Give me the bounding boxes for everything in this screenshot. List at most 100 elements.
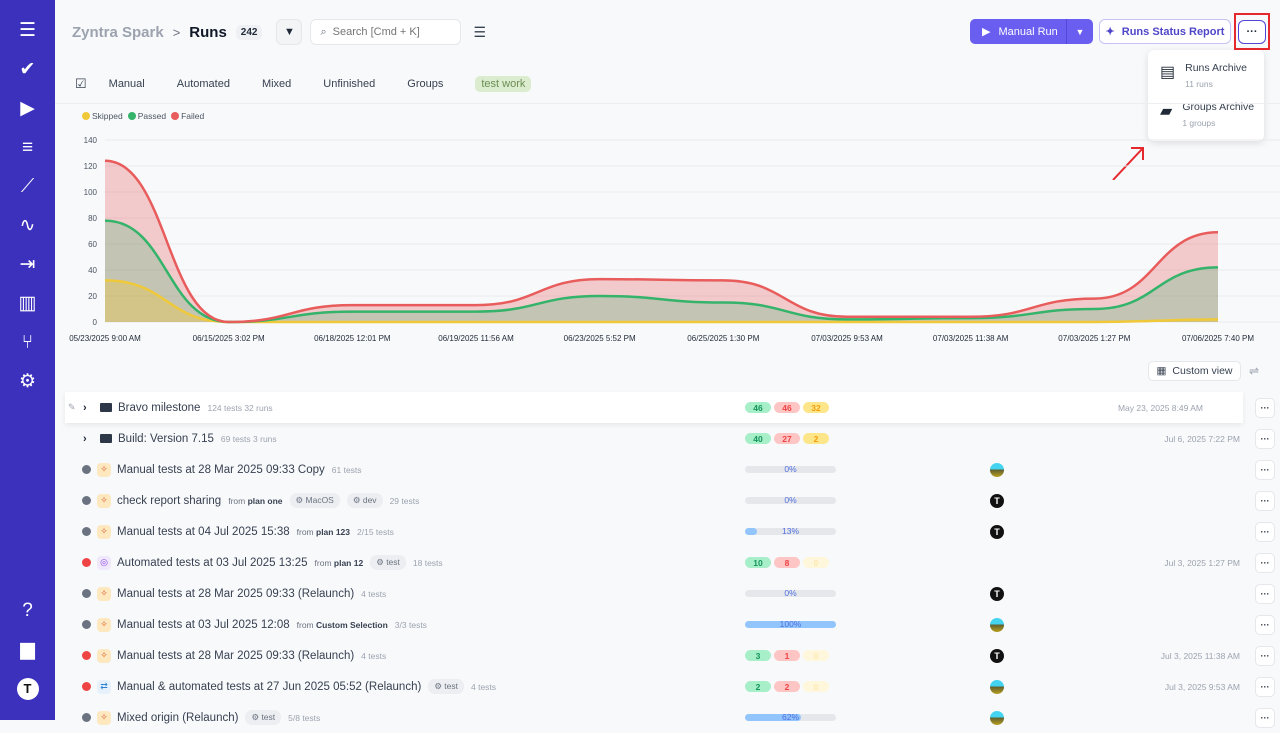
manual-run-button[interactable]: ▶ Manual Run ▼: [970, 19, 1093, 44]
row-title[interactable]: Manual tests at 04 Jul 2025 15:38: [117, 525, 290, 538]
bar-chart-icon[interactable]: ▥: [18, 293, 37, 314]
row-meta: 69 tests 3 runs: [220, 433, 277, 444]
chevron-right-icon[interactable]: ›: [83, 432, 87, 445]
row-more-button[interactable]: ···: [1255, 645, 1275, 666]
row-more-button[interactable]: ···: [1255, 583, 1275, 604]
run-row[interactable]: ✧ Manual tests at 03 Jul 2025 12:08 from C…: [65, 609, 1280, 640]
failed-count: 2: [774, 681, 800, 692]
menu-item-groups-archive[interactable]: ▰ Groups Archive 1 groups: [1148, 89, 1264, 128]
run-row[interactable]: ✧ check report sharing from plan one ⚙ MacO…: [65, 485, 1280, 516]
chevron-right-icon[interactable]: ›: [83, 401, 87, 414]
filter-icon: ▼: [284, 26, 295, 38]
progress-bar: 100%: [745, 619, 836, 629]
stats-pills: 40 27 2: [745, 433, 829, 444]
pulse-icon[interactable]: ∿: [19, 215, 36, 236]
legend-passed[interactable]: Passed: [127, 111, 166, 121]
tab-test-work[interactable]: test work: [475, 76, 532, 92]
row-more-button[interactable]: ···: [1255, 614, 1275, 635]
check-icon[interactable]: ✔: [19, 59, 36, 80]
import-icon[interactable]: ⇥: [19, 254, 36, 275]
steps-icon[interactable]: ⟋: [20, 175, 35, 197]
group-row[interactable]: › Build: Version 7.15 69 tests 3 runs 40 27 2…: [65, 423, 1280, 454]
search-box[interactable]: ⌕: [310, 19, 462, 45]
menu-icon[interactable]: ☰: [18, 20, 37, 41]
manual-run-icon: ✧: [97, 648, 111, 663]
row-more-button[interactable]: ···: [1255, 707, 1275, 728]
tab-automated[interactable]: Automated: [176, 78, 230, 90]
run-row[interactable]: ◎ Automated tests at 03 Jul 2025 13:25 fro…: [65, 547, 1280, 578]
legend-failed[interactable]: Failed: [171, 111, 204, 121]
tab-unfinished[interactable]: Unfinished: [323, 78, 376, 90]
row-title[interactable]: Manual & automated tests at 27 Jun 2025 …: [117, 680, 422, 693]
row-title[interactable]: Manual tests at 28 Mar 2025 09:33 (Relau…: [117, 587, 355, 600]
plan-name[interactable]: plan 12: [333, 557, 364, 568]
menu-item-runs-archive[interactable]: ▤ Runs Archive 11 runs: [1148, 50, 1264, 89]
plan-name[interactable]: Custom Selection: [316, 619, 388, 630]
branch-icon[interactable]: ⑂: [21, 331, 34, 353]
row-title[interactable]: Bravo milestone: [118, 401, 201, 414]
more-options-button[interactable]: ···: [1238, 20, 1266, 44]
passed-count: 3: [745, 650, 771, 661]
tab-manual[interactable]: Manual: [108, 78, 145, 90]
row-title[interactable]: Mixed origin (Relaunch): [117, 711, 239, 724]
legend-skipped[interactable]: Skipped: [82, 111, 123, 121]
manual-run-icon: ✧: [97, 524, 111, 539]
row-meta: 18 tests: [412, 557, 443, 568]
help-icon[interactable]: ?: [22, 599, 33, 621]
custom-view-button[interactable]: ▦ Custom view: [1148, 361, 1241, 381]
row-title[interactable]: Manual tests at 03 Jul 2025 12:08: [117, 618, 290, 631]
row-meta: 4 tests: [471, 681, 497, 692]
plan-name[interactable]: plan 123: [316, 526, 351, 537]
stats-pills: 46 46 32: [745, 402, 829, 413]
row-title[interactable]: Manual tests at 28 Mar 2025 09:33 Copy: [117, 463, 325, 476]
row-more-button[interactable]: ···: [1255, 459, 1275, 480]
row-title[interactable]: check report sharing: [117, 494, 222, 507]
manual-run-dropdown[interactable]: ▼: [1066, 19, 1093, 44]
row-title[interactable]: Automated tests at 03 Jul 2025 13:25: [117, 556, 308, 569]
run-row[interactable]: ✧ Mixed origin (Relaunch) ⚙ test 5/8 tests 6…: [65, 702, 1280, 733]
row-meta: 4 tests: [361, 650, 387, 661]
progress-label: 62%: [781, 712, 799, 722]
row-title[interactable]: Build: Version 7.15: [118, 432, 214, 445]
run-row[interactable]: ✧ Manual tests at 04 Jul 2025 15:38 from p…: [65, 516, 1280, 547]
row-source: from Custom Selection: [297, 620, 388, 630]
breadcrumb-project[interactable]: Zyntra Spark: [72, 23, 164, 41]
row-more-button[interactable]: ···: [1255, 676, 1275, 697]
row-more-button[interactable]: ···: [1255, 521, 1275, 542]
list-check-icon[interactable]: ≡: [21, 136, 34, 158]
row-more-button[interactable]: ···: [1255, 552, 1275, 573]
user-avatar-icon[interactable]: T: [0, 669, 55, 708]
settings-sliders-icon[interactable]: ☰: [473, 23, 487, 40]
tag-label: dev: [362, 495, 377, 505]
pin-icon[interactable]: ✎: [68, 402, 76, 412]
y-tick-label: 20: [88, 292, 97, 301]
row-more-button[interactable]: ···: [1255, 397, 1275, 418]
run-row[interactable]: ✧ Manual tests at 28 Mar 2025 09:33 (Rela…: [65, 640, 1280, 671]
progress-fill: [745, 621, 836, 628]
row-more-button[interactable]: ···: [1255, 428, 1275, 449]
run-row[interactable]: ⇄ Manual & automated tests at 27 Jun 2025…: [65, 671, 1280, 702]
tab-mixed[interactable]: Mixed: [261, 78, 292, 90]
search-input[interactable]: [332, 26, 443, 38]
filter-button[interactable]: ▼: [276, 19, 303, 45]
tag: ⚙ MacOS: [289, 493, 340, 508]
view-settings-icon[interactable]: ⇌: [1249, 364, 1260, 378]
row-more-button[interactable]: ···: [1255, 490, 1275, 511]
tab-groups[interactable]: Groups: [407, 78, 444, 90]
progress-bar: 0%: [745, 588, 836, 598]
assignee-avatar: [990, 710, 1004, 725]
row-title[interactable]: Manual tests at 28 Mar 2025 09:33 (Relau…: [117, 649, 355, 662]
tag-label: MacOS: [305, 495, 334, 505]
group-row[interactable]: ✎ › Bravo milestone 124 tests 32 runs 46 46 32…: [65, 392, 1275, 423]
run-row[interactable]: ✧ Manual tests at 28 Mar 2025 09:33 (Rela…: [65, 578, 1280, 609]
play-circle-icon[interactable]: ▶: [20, 98, 35, 119]
row-title-group: check report sharing from plan one ⚙ MacOS…: [117, 493, 419, 508]
plan-name[interactable]: plan one: [247, 495, 283, 506]
runs-status-report-button[interactable]: ✦ Runs Status Report: [1099, 19, 1231, 44]
assignee-avatar: [990, 462, 1004, 477]
folders-icon[interactable]: ▆: [20, 639, 35, 660]
run-row[interactable]: ✧ Manual tests at 28 Mar 2025 09:33 Copy 6…: [65, 454, 1280, 485]
select-all-icon[interactable]: ☑: [75, 76, 87, 91]
gear-icon[interactable]: ⚙: [18, 371, 37, 392]
